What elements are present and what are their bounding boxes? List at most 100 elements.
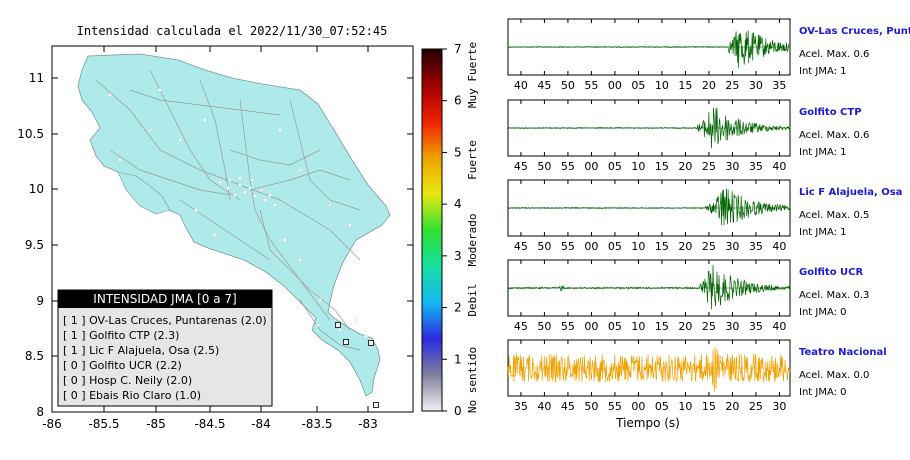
colorbar-ramp [422, 49, 442, 411]
time-tick-label: 50 [561, 79, 575, 92]
town-marker [283, 238, 287, 242]
town-marker [338, 328, 342, 332]
colorbar-tick-label: 0 [454, 404, 462, 418]
town-marker [263, 198, 267, 202]
time-tick-label: 30 [772, 400, 786, 413]
town-marker [226, 186, 230, 190]
time-tick-label: 45 [514, 240, 528, 253]
time-tick-label: 10 [631, 240, 645, 253]
peak-acceleration: Acel. Max. 0.6 [799, 49, 869, 60]
lon-tick-label: -83 [358, 417, 378, 431]
lon-tick-label: -86 [42, 417, 62, 431]
lat-tick-label: 8 [36, 405, 44, 419]
legend-item: [ 0 ] Ebais Rio Claro (1.0) [63, 389, 201, 402]
time-tick-label: 55 [608, 400, 622, 413]
time-tick-label: 40 [514, 79, 528, 92]
time-tick-label: 55 [561, 320, 575, 333]
town-marker [250, 178, 254, 182]
legend-items: [ 1 ] OV-Las Cruces, Puntarenas (2.0) [ 1… [63, 314, 267, 402]
time-tick-label: 10 [631, 320, 645, 333]
road [129, 89, 281, 116]
time-tick-label: 55 [561, 240, 575, 253]
legend-item: [ 1 ] Lic F Alajuela, Osa (2.5) [63, 344, 219, 357]
town-marker [118, 158, 122, 162]
time-tick-label: 05 [608, 160, 622, 173]
time-tick-label: 50 [537, 240, 551, 253]
station-marker [335, 322, 341, 328]
jma-intensity: Int JMA: 0 [799, 307, 847, 318]
jma-intensity: Int JMA: 0 [799, 387, 847, 398]
time-tick-label: 40 [772, 320, 786, 333]
map-axis-ticks: -86 -85.5 -85 -84.5 -84 -83.5 -83 11 10.5 10 9.5 9 8… [17, 46, 413, 431]
lon-tick-label: -84.5 [194, 417, 225, 431]
legend-header [58, 290, 272, 308]
time-tick-label: 10 [678, 400, 692, 413]
road [249, 169, 351, 191]
town-marker [108, 93, 112, 97]
time-tick-label: 50 [584, 400, 598, 413]
time-tick-label: 30 [725, 320, 739, 333]
time-tick-label: 15 [702, 400, 716, 413]
colorbar-tick-label: 7 [454, 42, 462, 56]
time-tick-label: 35 [749, 240, 763, 253]
costa-rica-land [77, 53, 391, 397]
map-frame [51, 45, 414, 413]
map-title: Intensidad calculada el 2022/11/30_07:52… [77, 24, 388, 38]
time-tick-label: 15 [655, 320, 669, 333]
town-marker [148, 128, 152, 132]
legend-item: [ 0 ] Hosp C. Neily (2.0) [63, 374, 192, 387]
town-marker [238, 176, 242, 180]
time-tick-label: 25 [725, 79, 739, 92]
peak-acceleration: Acel. Max. 0.5 [799, 210, 869, 221]
town-marker [253, 194, 257, 198]
time-tick-label: 10 [655, 79, 669, 92]
intensity-legend: INTENSIDAD JMA [0 a 7] [ 1 ] OV-Las Cruc… [57, 289, 273, 407]
waveform-panel: 35 40 45 50 55 00 05 10 15 20 25 30 Teatro Nacional A… [507, 339, 887, 413]
time-tick-label: 50 [537, 320, 551, 333]
time-tick-label: 40 [537, 400, 551, 413]
station-name: Golfito CTP [799, 107, 862, 118]
lat-tick-label: 9.5 [25, 238, 44, 252]
colorbar-category-label: Debil [466, 283, 479, 316]
waveform-panel: 40 45 50 55 00 05 10 15 20 25 30 35 OV-Las Cruces, P… [507, 18, 910, 92]
lat-tick-label: 10 [29, 182, 44, 196]
time-tick-label: 00 [584, 160, 598, 173]
time-tick-label: 15 [678, 79, 692, 92]
time-tick-label: 05 [608, 320, 622, 333]
colorbar-category-label: Fuerte [466, 140, 479, 180]
nicoya-peninsula [117, 171, 171, 215]
town-marker [233, 193, 237, 197]
waveform-panel: 45 50 55 00 05 10 15 20 25 30 35 40 Golfito UCR Acel.… [507, 259, 869, 333]
town-marker [238, 183, 242, 187]
colorbar-tick-label: 3 [454, 249, 462, 263]
jma-intensity: Int JMA: 1 [799, 66, 847, 77]
station-markers [108, 88, 379, 408]
peak-acceleration: Acel. Max. 0.0 [799, 370, 869, 381]
time-tick-label: 25 [702, 240, 716, 253]
time-tick-label: 20 [702, 79, 716, 92]
waveform-panel: 45 50 55 00 05 10 15 20 25 30 35 40 Golfito CTP Acel.… [507, 99, 869, 173]
town-marker [268, 193, 272, 197]
time-tick-label: 10 [631, 160, 645, 173]
lat-tick-label: 9 [36, 294, 44, 308]
legend-box [57, 289, 273, 407]
time-tick-label: 00 [608, 79, 622, 92]
town-marker [316, 323, 320, 327]
time-tick-label: 15 [655, 240, 669, 253]
legend-item: [ 0 ] Golfito UCR (2.2) [63, 359, 182, 372]
time-tick-label: 35 [749, 320, 763, 333]
time-axis-label: Tiempo (s) [615, 416, 680, 430]
time-tick-label: 20 [678, 160, 692, 173]
town-marker [353, 318, 357, 322]
colorbar-tick-label: 6 [454, 94, 462, 108]
time-tick-label: 15 [655, 160, 669, 173]
lon-tick-label: -85 [146, 417, 166, 431]
waveform-panel: 45 50 55 00 05 10 15 20 25 30 35 40 Lic F Alajuela, … [507, 179, 902, 253]
time-tick-label: 45 [537, 79, 551, 92]
time-tick-label: 00 [584, 320, 598, 333]
road [109, 149, 231, 196]
colorbar-tick-label: 1 [454, 352, 462, 366]
station-name: Lic F Alajuela, Osa [799, 187, 902, 198]
town-marker [243, 190, 247, 194]
colorbar-category-label: No sentido [466, 347, 479, 413]
